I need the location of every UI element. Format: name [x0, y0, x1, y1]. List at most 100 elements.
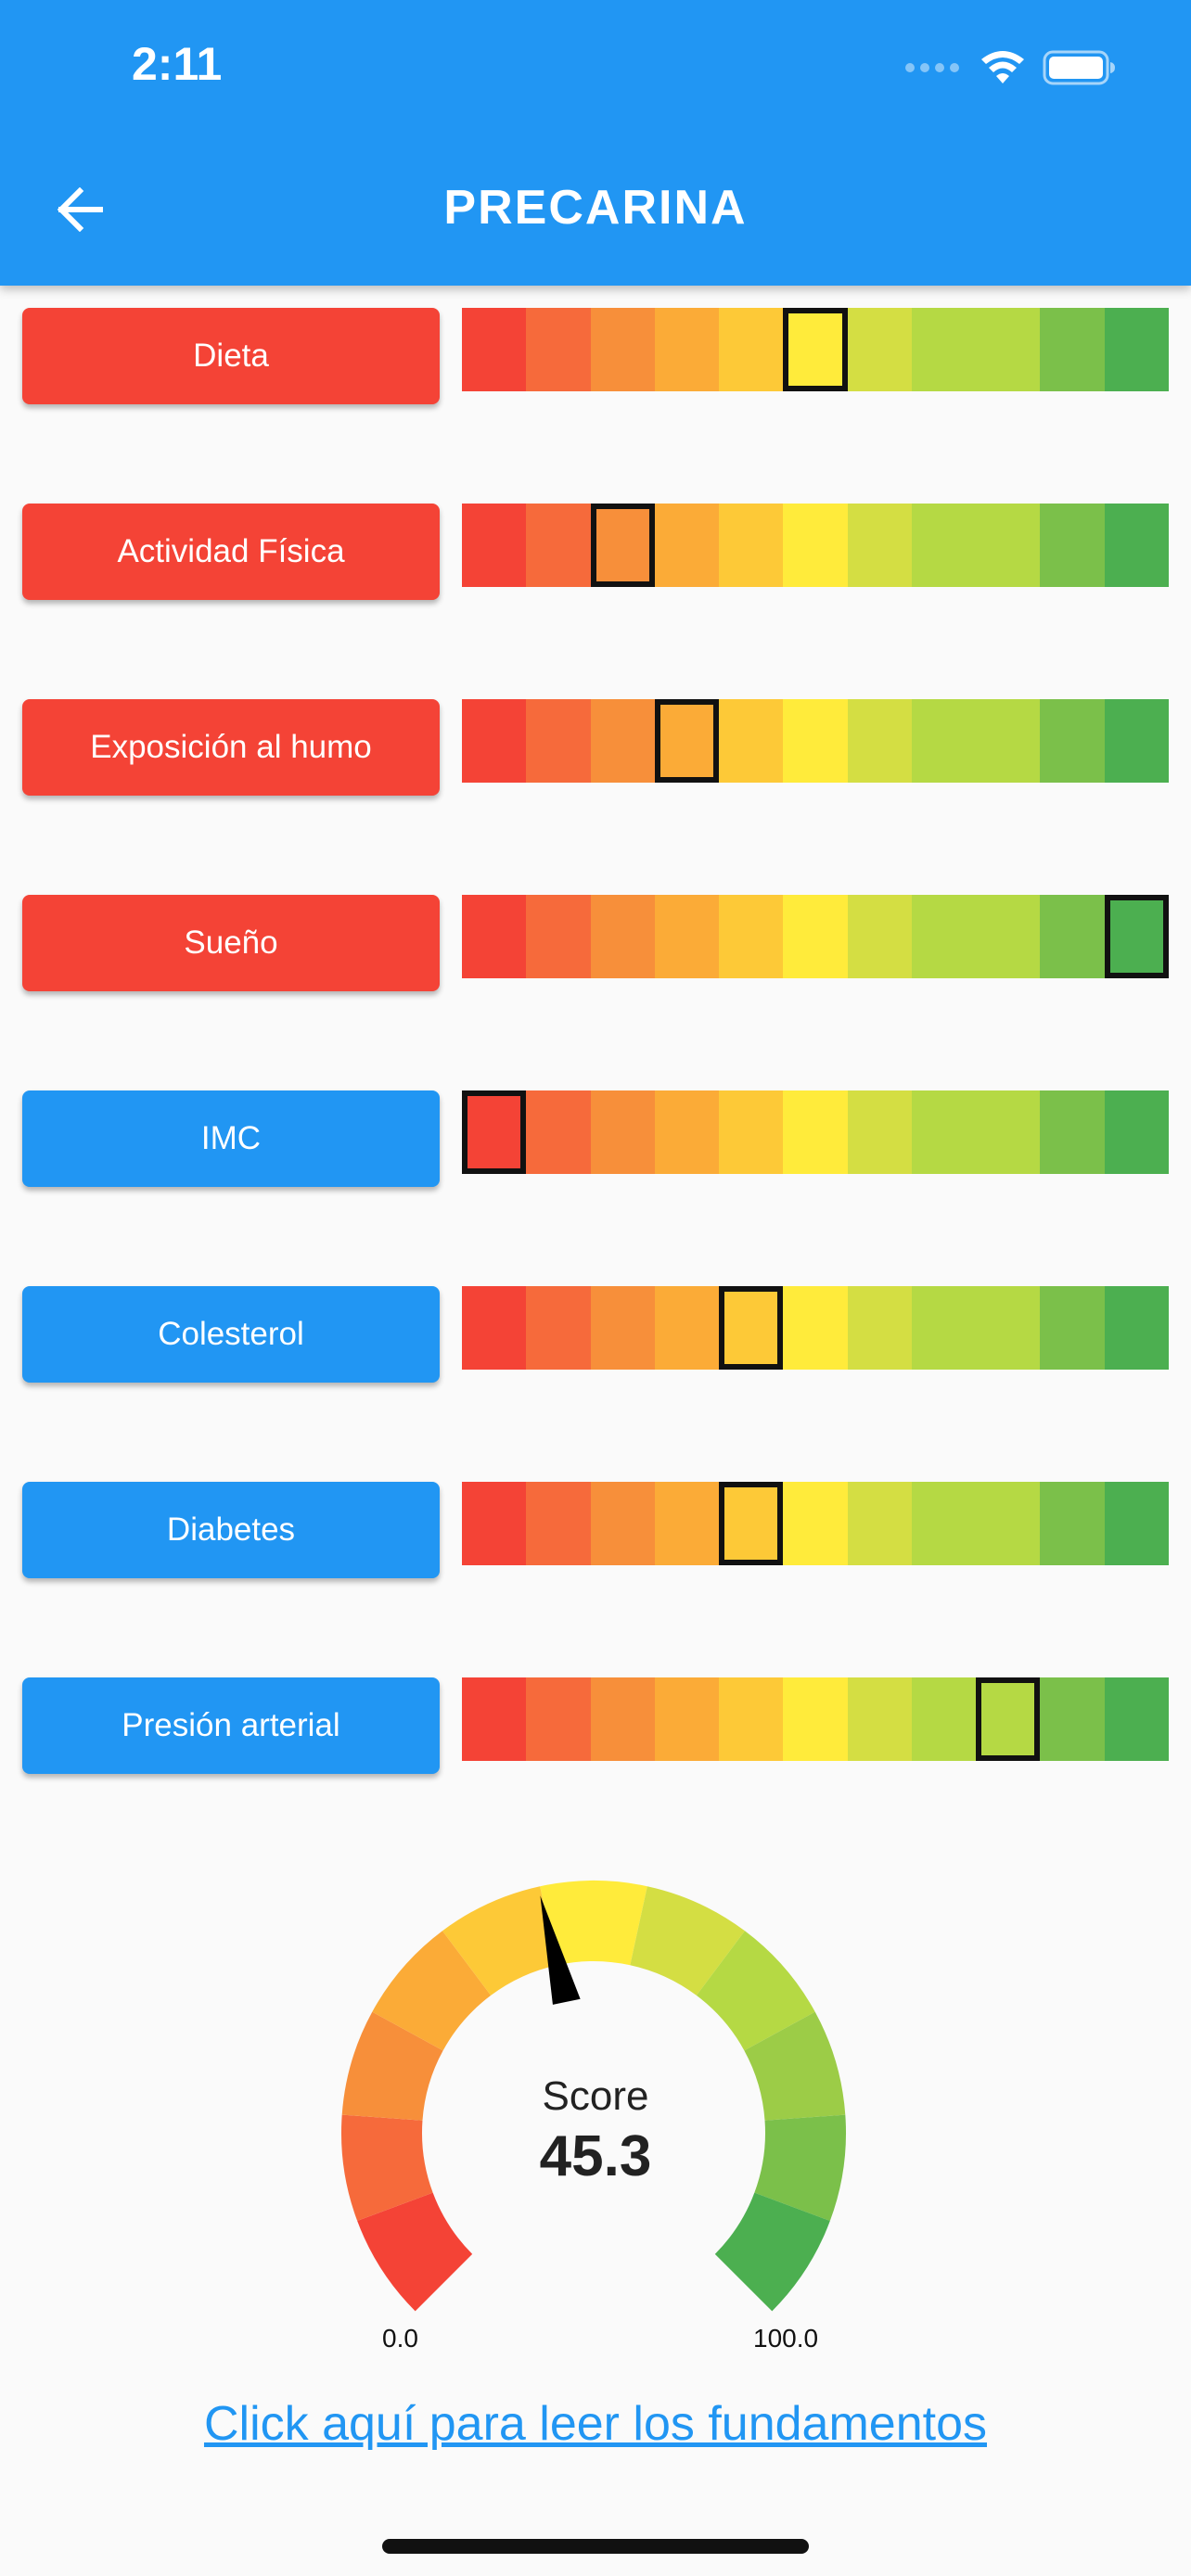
factor-button[interactable]: Sueño [22, 895, 440, 991]
scale-segment [462, 699, 527, 783]
scale-segment [1104, 308, 1169, 391]
scale-segment [783, 1482, 848, 1565]
scale-segment [462, 308, 527, 391]
gauge-segment [442, 1886, 557, 1996]
gauge-segment [696, 1931, 815, 2051]
scale-segment [654, 1090, 720, 1174]
scale-segment [654, 1286, 720, 1370]
page-title: PRECARINA [443, 181, 748, 235]
gauge-max-label: 100.0 [753, 2324, 819, 2353]
scale-segment [462, 895, 527, 978]
scale-segment [590, 1482, 655, 1565]
scale-segment [847, 504, 912, 587]
risk-scale-bar [462, 1677, 1169, 1761]
level-marker [719, 1482, 784, 1565]
scale-segment [526, 1090, 591, 1174]
status-time: 2:11 [132, 38, 223, 90]
scale-segment [526, 1286, 591, 1370]
scale-segment [462, 1677, 527, 1761]
scale-segment [783, 895, 848, 978]
factor-row: Exposición al humo [0, 699, 1191, 796]
level-marker [462, 1090, 527, 1174]
scale-segment [911, 1090, 1041, 1174]
back-button[interactable] [43, 172, 117, 247]
level-marker [590, 504, 655, 587]
scale-segment [654, 1482, 720, 1565]
scale-segment [1040, 699, 1105, 783]
level-marker [783, 308, 848, 391]
scale-segment [590, 895, 655, 978]
scale-segment [590, 1090, 655, 1174]
factor-button[interactable]: Diabetes [22, 1482, 440, 1578]
scale-segment [1040, 1677, 1105, 1761]
factor-button[interactable]: Dieta [22, 308, 440, 404]
factor-button[interactable]: IMC [22, 1090, 440, 1187]
scale-segment [1040, 1482, 1105, 1565]
scale-segment [1040, 1090, 1105, 1174]
factor-row: Diabetes [0, 1482, 1191, 1578]
scale-segment [1104, 1090, 1169, 1174]
fundamentos-link[interactable]: Click aquí para leer los fundamentos [203, 2397, 987, 2451]
risk-scale-bar [462, 1482, 1169, 1565]
scale-segment [911, 1286, 1041, 1370]
level-marker [976, 1677, 1041, 1761]
risk-scale-bar [462, 504, 1169, 587]
factor-button[interactable]: Actividad Física [22, 504, 440, 600]
factor-row: Sueño [0, 895, 1191, 991]
scale-segment [526, 895, 591, 978]
gauge-segment [372, 1931, 492, 2051]
scale-segment [719, 699, 784, 783]
scale-segment [1104, 1677, 1169, 1761]
scale-segment [1104, 1286, 1169, 1370]
battery-icon [1043, 49, 1117, 86]
risk-scale-bar [462, 895, 1169, 978]
scale-segment [719, 895, 784, 978]
gauge-segment [714, 2192, 830, 2312]
scale-segment [847, 699, 912, 783]
scale-segment [847, 1090, 912, 1174]
scale-segment [590, 1677, 655, 1761]
scale-segment [462, 504, 527, 587]
gauge-min-label: 0.0 [382, 2324, 418, 2353]
factor-button[interactable]: Colesterol [22, 1286, 440, 1383]
scale-segment [654, 1677, 720, 1761]
level-marker [1104, 895, 1169, 978]
scale-segment [847, 895, 912, 978]
scale-segment [462, 1286, 527, 1370]
scale-segment [719, 1090, 784, 1174]
app-bar: 2:11 PRECARINA [0, 0, 1191, 286]
scale-segment [1040, 1286, 1105, 1370]
scale-segment [719, 308, 784, 391]
gauge-segment [341, 2011, 443, 2121]
score-label: Score [542, 2073, 649, 2119]
risk-scale-bar [462, 699, 1169, 783]
gauge-segment [357, 2192, 473, 2312]
scale-segment [847, 1286, 912, 1370]
factor-button[interactable]: Presión arterial [22, 1677, 440, 1774]
gauge-segment [630, 1886, 746, 1996]
scale-segment [526, 308, 591, 391]
scale-segment [847, 1482, 912, 1565]
gauge-segment [754, 2114, 846, 2222]
scale-segment [1040, 504, 1105, 587]
status-icons [905, 45, 1117, 91]
scale-segment [847, 1677, 912, 1761]
scale-segment [1040, 308, 1105, 391]
scale-segment [526, 1677, 591, 1761]
factor-row: IMC [0, 1090, 1191, 1187]
level-marker [654, 699, 720, 783]
scale-segment [590, 1286, 655, 1370]
scale-segment [1104, 504, 1169, 587]
risk-scale-bar [462, 1090, 1169, 1174]
factor-row: Presión arterial [0, 1677, 1191, 1774]
risk-scale-bar [462, 1286, 1169, 1370]
scale-segment [1040, 895, 1105, 978]
scale-segment [847, 308, 912, 391]
scale-segment [654, 504, 720, 587]
score-gauge [325, 1864, 863, 2365]
scale-segment [654, 308, 720, 391]
scale-segment [911, 504, 1041, 587]
scale-segment [462, 1482, 527, 1565]
factor-button[interactable]: Exposición al humo [22, 699, 440, 796]
scale-segment [783, 1090, 848, 1174]
